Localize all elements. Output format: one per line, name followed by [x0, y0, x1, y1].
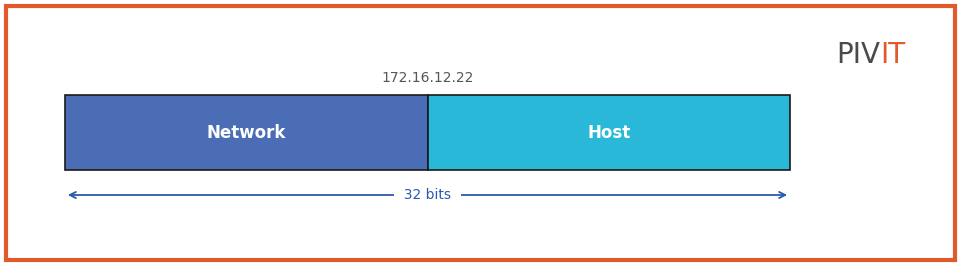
Text: PIV: PIV: [836, 41, 880, 69]
Bar: [65, 95, 428, 170]
Text: 172.16.12.22: 172.16.12.22: [382, 71, 474, 85]
Text: Network: Network: [207, 123, 286, 142]
Bar: [428, 95, 790, 170]
Text: 32 bits: 32 bits: [395, 188, 460, 202]
Text: Host: Host: [587, 123, 630, 142]
Text: IT: IT: [880, 41, 905, 69]
